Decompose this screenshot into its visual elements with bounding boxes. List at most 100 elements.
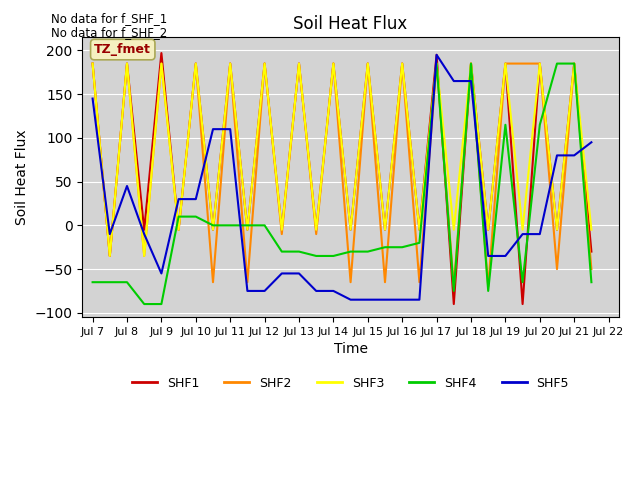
SHF4: [381, 244, 389, 250]
SHF4: [347, 249, 355, 254]
SHF4: [502, 122, 509, 128]
SHF4: [415, 240, 423, 246]
SHF4: [106, 279, 114, 285]
SHF3: [106, 253, 114, 259]
Legend: SHF1, SHF2, SHF3, SHF4, SHF5: SHF1, SHF2, SHF3, SHF4, SHF5: [127, 372, 574, 395]
SHF4: [140, 301, 148, 307]
SHF5: [106, 231, 114, 237]
SHF1: [244, 227, 252, 233]
SHF5: [278, 271, 285, 276]
SHF2: [347, 279, 355, 285]
SHF2: [244, 279, 252, 285]
SHF3: [433, 60, 440, 66]
Title: Soil Heat Flux: Soil Heat Flux: [294, 15, 408, 33]
Line: SHF2: SHF2: [93, 63, 591, 287]
SHF3: [140, 253, 148, 259]
SHF5: [381, 297, 389, 302]
Line: SHF5: SHF5: [93, 55, 591, 300]
SHF4: [553, 60, 561, 66]
SHF4: [536, 122, 543, 128]
SHF2: [330, 60, 337, 66]
Text: TZ_fmet: TZ_fmet: [94, 43, 151, 56]
SHF3: [278, 227, 285, 233]
SHF5: [536, 231, 543, 237]
SHF2: [415, 279, 423, 285]
SHF3: [519, 227, 527, 233]
SHF1: [106, 253, 114, 259]
SHF2: [260, 60, 268, 66]
SHF2: [398, 60, 406, 66]
SHF5: [140, 231, 148, 237]
SHF1: [278, 227, 285, 233]
SHF3: [89, 60, 97, 66]
SHF3: [209, 227, 217, 233]
SHF5: [312, 288, 320, 294]
SHF1: [553, 227, 561, 233]
SHF2: [123, 60, 131, 66]
SHF2: [519, 60, 527, 66]
SHF1: [398, 60, 406, 66]
SHF4: [519, 279, 527, 285]
SHF5: [89, 96, 97, 101]
SHF1: [381, 227, 389, 233]
SHF2: [484, 284, 492, 289]
SHF3: [467, 60, 475, 66]
SHF1: [415, 227, 423, 233]
SHF4: [484, 288, 492, 294]
SHF1: [330, 60, 337, 66]
SHF3: [123, 60, 131, 66]
SHF4: [89, 279, 97, 285]
SHF4: [175, 214, 182, 219]
SHF3: [312, 227, 320, 233]
SHF2: [588, 266, 595, 272]
Line: SHF3: SHF3: [93, 63, 591, 256]
SHF4: [364, 249, 372, 254]
SHF4: [450, 288, 458, 294]
SHF3: [192, 60, 200, 66]
SHF5: [209, 126, 217, 132]
SHF4: [260, 222, 268, 228]
SHF2: [157, 60, 165, 66]
SHF1: [588, 249, 595, 254]
SHF4: [588, 279, 595, 285]
SHF4: [570, 60, 578, 66]
SHF5: [227, 126, 234, 132]
SHF5: [347, 297, 355, 302]
SHF2: [312, 231, 320, 237]
SHF1: [123, 60, 131, 66]
SHF5: [553, 153, 561, 158]
SHF4: [227, 222, 234, 228]
SHF1: [364, 60, 372, 66]
SHF1: [519, 301, 527, 307]
SHF5: [484, 253, 492, 259]
SHF3: [295, 60, 303, 66]
SHF4: [209, 222, 217, 228]
SHF2: [209, 279, 217, 285]
SHF4: [467, 60, 475, 66]
SHF1: [260, 60, 268, 66]
SHF2: [364, 60, 372, 66]
SHF3: [260, 60, 268, 66]
SHF3: [364, 60, 372, 66]
SHF5: [157, 271, 165, 276]
SHF4: [295, 249, 303, 254]
SHF1: [570, 60, 578, 66]
SHF4: [278, 249, 285, 254]
SHF3: [330, 60, 337, 66]
Text: No data for f_SHF_2: No data for f_SHF_2: [51, 26, 168, 39]
SHF5: [175, 196, 182, 202]
SHF2: [295, 60, 303, 66]
SHF2: [278, 231, 285, 237]
Y-axis label: Soil Heat Flux: Soil Heat Flux: [15, 130, 29, 225]
SHF5: [123, 183, 131, 189]
SHF3: [175, 227, 182, 233]
SHF4: [123, 279, 131, 285]
SHF1: [484, 227, 492, 233]
SHF1: [227, 60, 234, 66]
SHF3: [244, 227, 252, 233]
SHF1: [89, 60, 97, 66]
SHF2: [502, 60, 509, 66]
SHF5: [433, 52, 440, 58]
SHF4: [330, 253, 337, 259]
SHF2: [89, 60, 97, 66]
